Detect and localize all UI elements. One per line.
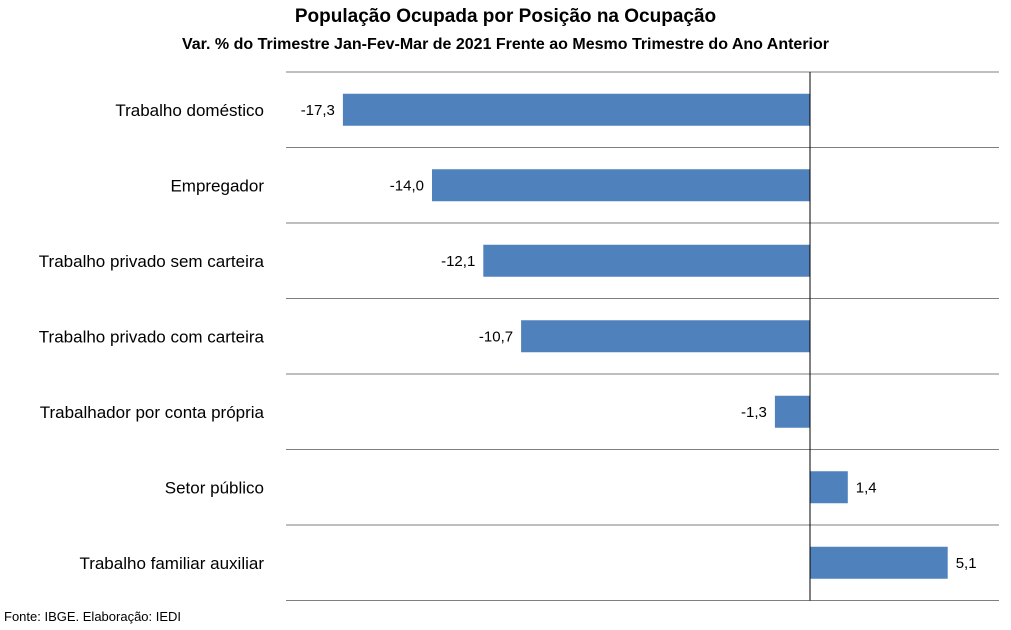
data-label: -17,3 [301, 102, 335, 119]
category-label: Setor público [165, 478, 264, 497]
bar [432, 169, 810, 202]
data-label: -14,0 [390, 177, 424, 194]
category-label: Empregador [170, 176, 264, 195]
data-label: -1,3 [741, 404, 767, 421]
bar [774, 395, 810, 428]
category-label: Trabalho doméstico [115, 101, 264, 120]
chart-subtitle: Var. % do Trimestre Jan-Fev-Mar de 2021 … [181, 36, 829, 53]
category-label: Trabalho familiar auxiliar [79, 554, 264, 573]
category-label: Trabalho privado sem carteira [39, 252, 265, 271]
bar [342, 93, 810, 126]
category-label: Trabalhador por conta própria [40, 403, 265, 422]
data-label: 1,4 [856, 479, 877, 496]
bar [810, 546, 948, 579]
data-label: -10,7 [479, 328, 513, 345]
category-label: Trabalho privado com carteira [39, 327, 265, 346]
bar [483, 244, 810, 277]
chart-title: População Ocupada por Posição na Ocupaçã… [294, 6, 717, 27]
data-label: -12,1 [441, 253, 475, 270]
data-label: 5,1 [956, 555, 977, 572]
bar [810, 471, 848, 504]
source-note: Fonte: IBGE. Elaboração: IEDI [4, 609, 182, 624]
bar [521, 320, 810, 353]
